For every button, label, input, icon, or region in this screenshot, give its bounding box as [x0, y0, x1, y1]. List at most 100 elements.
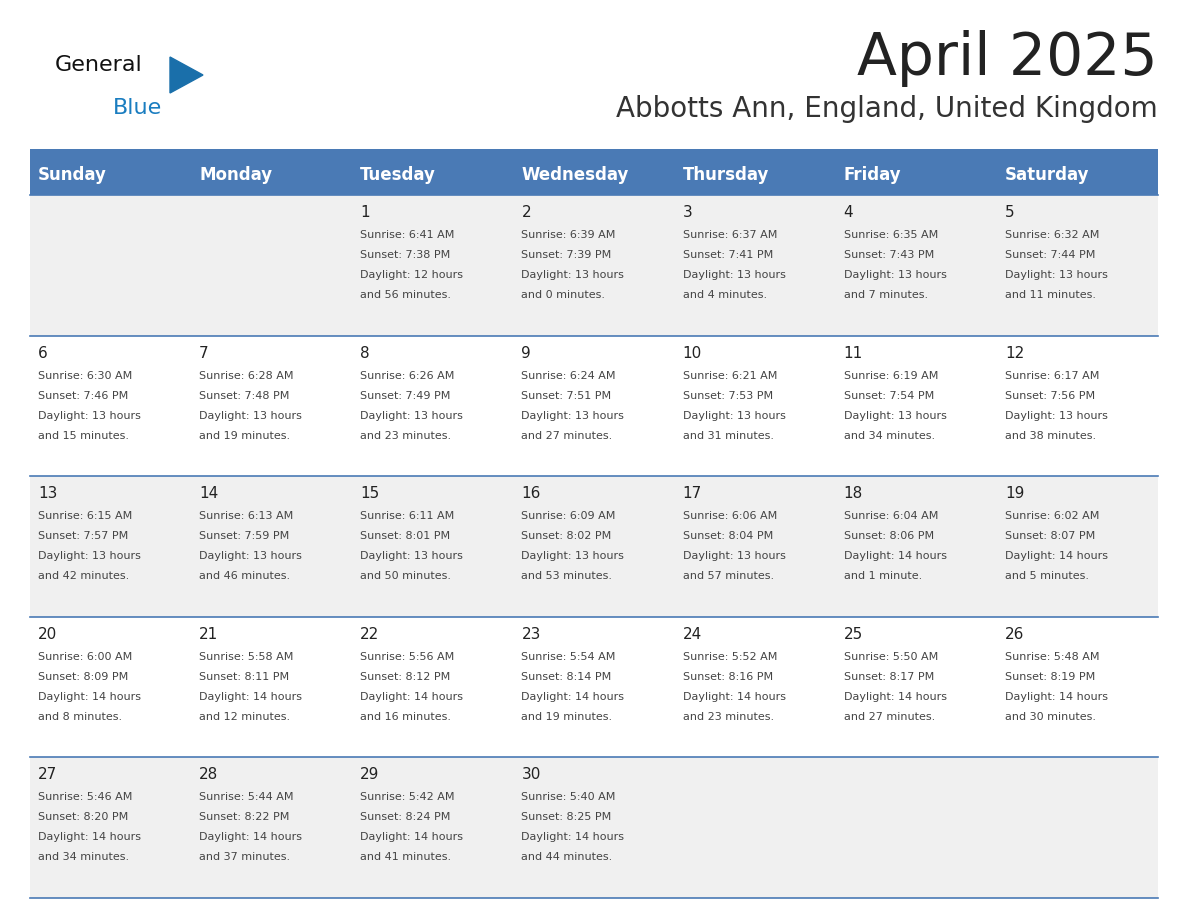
Text: and 19 minutes.: and 19 minutes.	[200, 431, 290, 441]
Text: Daylight: 14 hours: Daylight: 14 hours	[360, 692, 463, 701]
Text: Thursday: Thursday	[683, 166, 769, 184]
Text: 27: 27	[38, 767, 57, 782]
Text: Sunset: 7:59 PM: Sunset: 7:59 PM	[200, 532, 290, 542]
Text: and 57 minutes.: and 57 minutes.	[683, 571, 773, 581]
Text: Daylight: 13 hours: Daylight: 13 hours	[360, 410, 463, 420]
Text: Sunrise: 6:30 AM: Sunrise: 6:30 AM	[38, 371, 132, 381]
Text: Sunset: 8:11 PM: Sunset: 8:11 PM	[200, 672, 289, 682]
Text: Daylight: 14 hours: Daylight: 14 hours	[38, 692, 141, 701]
Text: Sunrise: 6:15 AM: Sunrise: 6:15 AM	[38, 511, 132, 521]
Text: Sunset: 8:19 PM: Sunset: 8:19 PM	[1005, 672, 1095, 682]
Text: Sunrise: 5:48 AM: Sunrise: 5:48 AM	[1005, 652, 1099, 662]
Text: and 5 minutes.: and 5 minutes.	[1005, 571, 1089, 581]
Text: Sunrise: 6:24 AM: Sunrise: 6:24 AM	[522, 371, 615, 381]
Text: 12: 12	[1005, 345, 1024, 361]
Text: Daylight: 14 hours: Daylight: 14 hours	[38, 833, 141, 843]
Text: Daylight: 14 hours: Daylight: 14 hours	[200, 692, 302, 701]
Text: Sunrise: 6:00 AM: Sunrise: 6:00 AM	[38, 652, 132, 662]
Text: Daylight: 14 hours: Daylight: 14 hours	[522, 692, 625, 701]
Text: Sunset: 7:44 PM: Sunset: 7:44 PM	[1005, 250, 1095, 260]
Text: 11: 11	[843, 345, 862, 361]
Text: Daylight: 13 hours: Daylight: 13 hours	[200, 551, 302, 561]
Text: 5: 5	[1005, 205, 1015, 220]
Text: Daylight: 14 hours: Daylight: 14 hours	[683, 692, 785, 701]
Text: and 34 minutes.: and 34 minutes.	[843, 431, 935, 441]
Text: 7: 7	[200, 345, 209, 361]
Text: and 19 minutes.: and 19 minutes.	[522, 711, 613, 722]
Text: Sunrise: 6:28 AM: Sunrise: 6:28 AM	[200, 371, 293, 381]
Text: 10: 10	[683, 345, 702, 361]
Text: Sunset: 8:12 PM: Sunset: 8:12 PM	[360, 672, 450, 682]
Text: Sunday: Sunday	[38, 166, 107, 184]
Text: Sunset: 7:53 PM: Sunset: 7:53 PM	[683, 390, 772, 400]
Bar	[30, 195, 1158, 336]
Text: 9: 9	[522, 345, 531, 361]
Text: and 38 minutes.: and 38 minutes.	[1005, 431, 1097, 441]
Text: Sunset: 7:46 PM: Sunset: 7:46 PM	[38, 390, 128, 400]
Text: Sunrise: 6:35 AM: Sunrise: 6:35 AM	[843, 230, 939, 240]
Text: Daylight: 14 hours: Daylight: 14 hours	[843, 692, 947, 701]
Text: Sunset: 8:17 PM: Sunset: 8:17 PM	[843, 672, 934, 682]
Text: and 30 minutes.: and 30 minutes.	[1005, 711, 1095, 722]
Text: 26: 26	[1005, 627, 1024, 642]
Text: and 11 minutes.: and 11 minutes.	[1005, 290, 1095, 300]
Text: and 50 minutes.: and 50 minutes.	[360, 571, 451, 581]
Text: 29: 29	[360, 767, 380, 782]
Text: Sunrise: 5:54 AM: Sunrise: 5:54 AM	[522, 652, 615, 662]
Text: Sunrise: 5:56 AM: Sunrise: 5:56 AM	[360, 652, 455, 662]
Text: 21: 21	[200, 627, 219, 642]
Text: Tuesday: Tuesday	[360, 166, 436, 184]
Text: 14: 14	[200, 487, 219, 501]
Text: Friday: Friday	[843, 166, 902, 184]
Bar	[30, 336, 1158, 476]
Text: Sunset: 8:25 PM: Sunset: 8:25 PM	[522, 812, 612, 823]
Bar	[30, 617, 1158, 757]
Text: Sunrise: 5:42 AM: Sunrise: 5:42 AM	[360, 792, 455, 802]
Text: Sunset: 8:07 PM: Sunset: 8:07 PM	[1005, 532, 1095, 542]
Text: Daylight: 13 hours: Daylight: 13 hours	[38, 551, 141, 561]
Text: and 37 minutes.: and 37 minutes.	[200, 853, 290, 862]
Text: Monday: Monday	[200, 166, 272, 184]
Bar	[30, 757, 1158, 898]
Text: Daylight: 13 hours: Daylight: 13 hours	[683, 551, 785, 561]
Text: Daylight: 13 hours: Daylight: 13 hours	[360, 551, 463, 561]
Text: General: General	[55, 55, 143, 75]
Text: Daylight: 13 hours: Daylight: 13 hours	[1005, 270, 1107, 280]
Text: and 44 minutes.: and 44 minutes.	[522, 853, 613, 862]
Text: Sunrise: 6:32 AM: Sunrise: 6:32 AM	[1005, 230, 1099, 240]
Text: Sunrise: 5:40 AM: Sunrise: 5:40 AM	[522, 792, 615, 802]
Text: Sunset: 8:22 PM: Sunset: 8:22 PM	[200, 812, 290, 823]
Text: Sunrise: 6:26 AM: Sunrise: 6:26 AM	[360, 371, 455, 381]
Text: Sunset: 8:14 PM: Sunset: 8:14 PM	[522, 672, 612, 682]
Text: and 8 minutes.: and 8 minutes.	[38, 711, 122, 722]
Text: Sunset: 7:38 PM: Sunset: 7:38 PM	[360, 250, 450, 260]
Text: 2: 2	[522, 205, 531, 220]
Text: Sunrise: 6:04 AM: Sunrise: 6:04 AM	[843, 511, 939, 521]
Text: Daylight: 14 hours: Daylight: 14 hours	[522, 833, 625, 843]
Text: Daylight: 13 hours: Daylight: 13 hours	[1005, 410, 1107, 420]
Text: Sunset: 8:04 PM: Sunset: 8:04 PM	[683, 532, 773, 542]
Text: Sunset: 7:54 PM: Sunset: 7:54 PM	[843, 390, 934, 400]
Text: Abbotts Ann, England, United Kingdom: Abbotts Ann, England, United Kingdom	[617, 95, 1158, 123]
Text: April 2025: April 2025	[858, 30, 1158, 87]
Bar	[30, 149, 1158, 155]
Text: Sunset: 8:20 PM: Sunset: 8:20 PM	[38, 812, 128, 823]
Text: Sunset: 8:06 PM: Sunset: 8:06 PM	[843, 532, 934, 542]
Text: 6: 6	[38, 345, 48, 361]
Text: Sunset: 7:48 PM: Sunset: 7:48 PM	[200, 390, 290, 400]
Text: and 34 minutes.: and 34 minutes.	[38, 853, 129, 862]
Text: Daylight: 14 hours: Daylight: 14 hours	[360, 833, 463, 843]
Text: Daylight: 14 hours: Daylight: 14 hours	[200, 833, 302, 843]
Text: and 1 minute.: and 1 minute.	[843, 571, 922, 581]
Text: and 4 minutes.: and 4 minutes.	[683, 290, 766, 300]
Text: and 27 minutes.: and 27 minutes.	[522, 431, 613, 441]
Text: Sunrise: 6:11 AM: Sunrise: 6:11 AM	[360, 511, 455, 521]
Text: Sunset: 7:51 PM: Sunset: 7:51 PM	[522, 390, 612, 400]
Text: Sunrise: 5:58 AM: Sunrise: 5:58 AM	[200, 652, 293, 662]
Text: Daylight: 13 hours: Daylight: 13 hours	[200, 410, 302, 420]
Text: Sunrise: 6:19 AM: Sunrise: 6:19 AM	[843, 371, 939, 381]
Text: Sunset: 7:49 PM: Sunset: 7:49 PM	[360, 390, 450, 400]
Text: 15: 15	[360, 487, 379, 501]
Text: Sunset: 8:16 PM: Sunset: 8:16 PM	[683, 672, 772, 682]
Text: Sunrise: 6:21 AM: Sunrise: 6:21 AM	[683, 371, 777, 381]
